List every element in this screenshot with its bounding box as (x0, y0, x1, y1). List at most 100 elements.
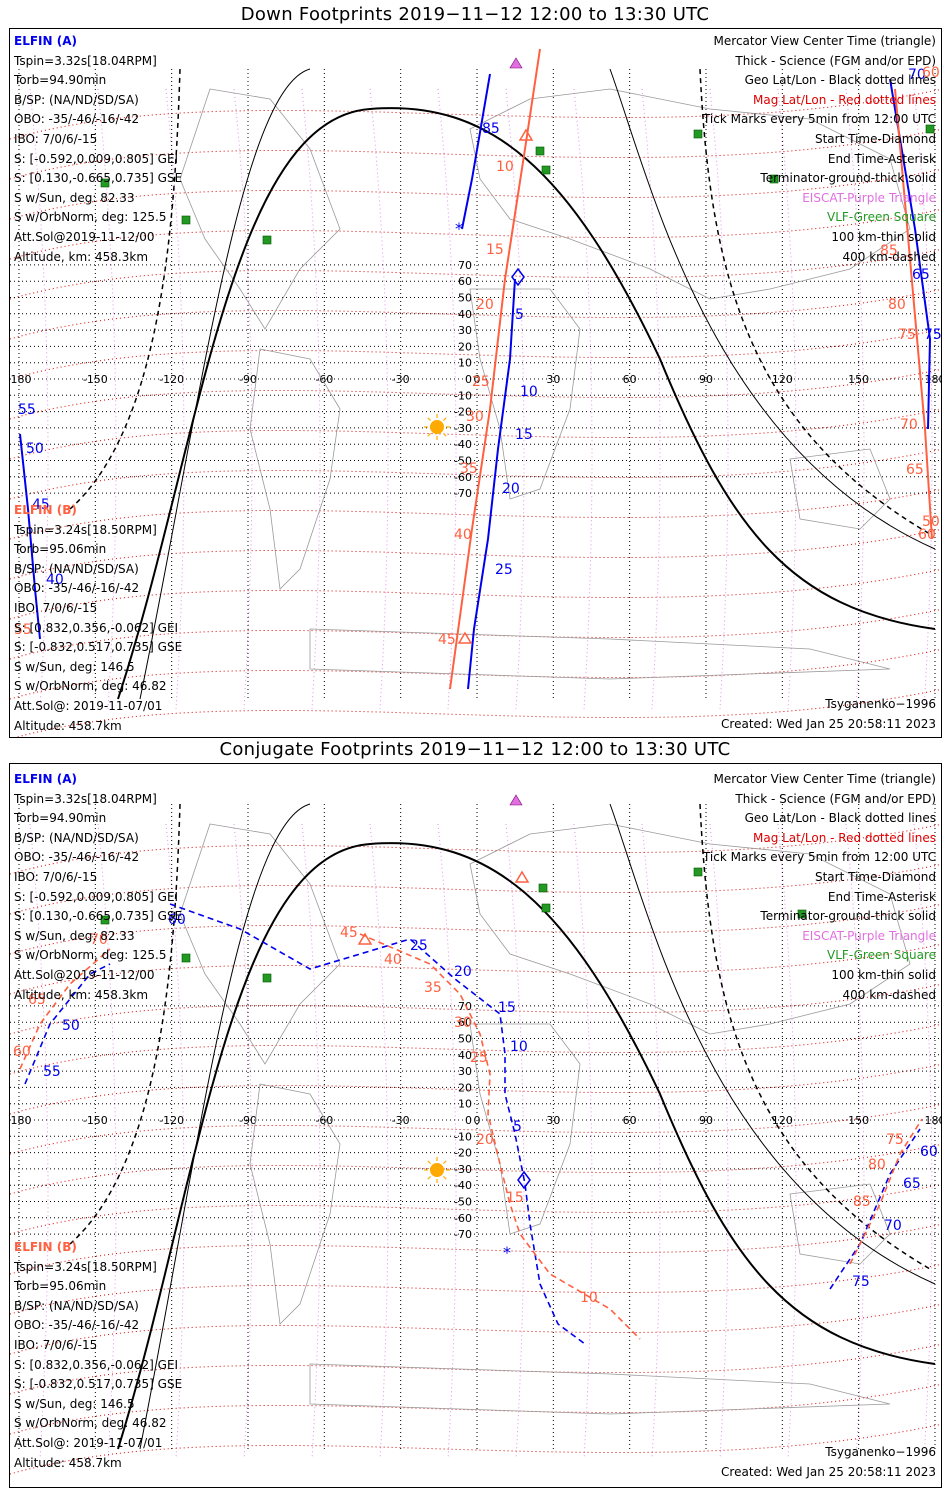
continent-outline (469, 1023, 581, 1235)
longitude-tick-label: 150 (848, 1114, 869, 1127)
latitude-tick-label: 50 (458, 292, 472, 305)
map-legend: Mercator View Center Time (triangle) Thi… (703, 770, 936, 1005)
latitude-tick-label: 0 (465, 1114, 472, 1127)
longitude-tick-label: 0 (474, 1114, 481, 1127)
latitude-tick-label: 10 (458, 1098, 472, 1111)
elfin-a-track-label: 25 (410, 938, 428, 954)
elfin-b-start-triangle-icon (457, 631, 473, 644)
mag-meridian (233, 823, 253, 1460)
info-line: B/SP: (NA/ND/SD/SA) (14, 561, 139, 576)
info-line: Att.Sol@: 2019-11-07/01 (14, 1435, 163, 1450)
info-line: Torb=94.90min (14, 73, 107, 88)
latitude-tick-label: -60 (454, 1212, 472, 1225)
info-line: S w/OrbNorm, deg: 125.5 (14, 210, 167, 225)
elfin-b-center-triangle-icon (518, 128, 534, 141)
elfin-b-track (19, 948, 111, 1070)
info-line: S: [-0.832,0.517,0.735] GSE (14, 1377, 183, 1392)
info-line: Torb=94.90min (14, 811, 107, 826)
elfin-b-track-label: 40 (384, 952, 402, 968)
info-line: Tspin=3.24s[18.50RPM] (14, 1259, 157, 1274)
legend-line: Start Time-Diamond (814, 131, 936, 146)
elfin-b-start-triangle-icon (357, 932, 373, 945)
elfin-b-track-label: 25 (470, 1050, 488, 1066)
info-line: S w/Sun, deg: 82.33 (14, 928, 135, 943)
longitude-tick-label: 120 (772, 1114, 793, 1127)
elfin-b-title: ELFIN (B) (14, 1240, 77, 1254)
elfin-b-track-label: 10 (496, 159, 514, 175)
info-line: S: [-0.592,0.009,0.805] GEI (14, 889, 179, 904)
info-line: S: [0.832,0.356,-0.062] GEI (14, 620, 179, 635)
info-line: S: [0.832,0.356,-0.062] GEI (14, 1357, 179, 1372)
elfin-a-track-label: 20 (454, 964, 472, 980)
elfin-a-track (889, 78, 932, 430)
longitude-tick-label: 150 (848, 373, 869, 386)
latitude-tick-label: -50 (454, 1196, 472, 1209)
elfin-a-track-label: 75 (852, 1274, 870, 1290)
elfin-a-track-label: 55 (43, 1064, 61, 1080)
info-line: B/SP: (NA/ND/SD/SA) (14, 1298, 139, 1313)
elfin-b-track-label: 15 (486, 242, 504, 258)
elfin-a-track-label: 55 (18, 402, 36, 418)
elfin-a-title: ELFIN (A) (14, 34, 77, 48)
latitude-tick-label: -70 (454, 487, 472, 500)
terminator-400km-line (699, 68, 931, 535)
info-line: S w/Sun, deg: 82.33 (14, 190, 135, 205)
legend-line: Mercator View Center Time (triangle) (713, 772, 936, 786)
info-line: S w/Sun, deg: 146.5 (14, 1396, 135, 1411)
info-line: OBO: -35/-46/-16/-42 (14, 850, 140, 865)
legend-line: End Time-Asterisk (827, 889, 936, 904)
longitude-tick-label: -90 (239, 373, 257, 386)
legend-line: Mag Lat/Lon - Red dotted lines (752, 830, 936, 845)
info-line: S w/OrbNorm, deg: 46.82 (14, 1416, 167, 1431)
info-line: IBO: 7/0/6/-15 (14, 600, 98, 615)
elfin-a-track-label: 25 (495, 562, 513, 578)
latitude-tick-label: 70 (458, 1000, 472, 1013)
vlf-square-icon (535, 146, 545, 156)
latitude-tick-label: -10 (454, 1130, 472, 1143)
vlf-square-icon (693, 129, 703, 139)
vlf-square-icon (262, 973, 272, 983)
longitude-tick-label: 60 (623, 373, 637, 386)
longitude-tick-label: -180 (10, 1114, 31, 1127)
vlf-square-icon (693, 867, 703, 877)
elfin-b-track-label: 20 (476, 297, 494, 313)
eiscat-triangle-icon (509, 794, 523, 806)
elfin-a-track-label: 20 (502, 481, 520, 497)
info-line: Altitude, km: 458.3km (14, 249, 149, 264)
elfin-a-track-label: 50 (62, 1018, 80, 1034)
longitude-tick-label: 30 (546, 1114, 560, 1127)
elfin-b-track (849, 1118, 923, 1265)
longitude-tick-label: -120 (159, 373, 184, 386)
map-canvas-down: 706050403020100-10-20-30-40-50-60-70-180… (10, 48, 941, 737)
elfin-b-info: ELFIN (B) Tspin=3.24s[18.50RPM] Torb=95.… (14, 1238, 182, 1473)
legend-line: 400 km-dashed (842, 249, 936, 264)
info-line: OBO: -35/-46/-16/-42 (14, 112, 140, 127)
map-panel-down: 706050403020100-10-20-30-40-50-60-70-180… (9, 28, 942, 738)
latitude-tick-label: -40 (454, 1179, 472, 1192)
end-asterisk-icon: * (455, 219, 463, 238)
info-line: S w/OrbNorm, deg: 125.5 (14, 948, 167, 963)
elfin-a-track-label: 50 (26, 441, 44, 457)
map-canvas-conjugate: 706050403020100-10-20-30-40-50-60-70-180… (10, 794, 941, 1475)
mag-meridian (369, 88, 389, 710)
elfin-b-title: ELFIN (B) (14, 503, 77, 517)
longitude-tick-label: -120 (159, 1114, 184, 1127)
elfin-a-track-label: 60 (920, 1144, 938, 1160)
terminator-100km-line (139, 803, 311, 1450)
legend-line: EISCAT-Purple Triangle (802, 928, 936, 943)
mag-latitude-line (10, 328, 941, 380)
vlf-square-icon (925, 124, 935, 134)
legend-line: Tick Marks every 5min from 12:00 UTC (702, 112, 936, 127)
terminator-line (117, 107, 936, 700)
legend-line: Tick Marks every 5min from 12:00 UTC (702, 850, 936, 865)
elfin-b-info: ELFIN (B) Tspin=3.24s[18.50RPM] Torb=95.… (14, 501, 182, 736)
vlf-square-icon (100, 915, 110, 925)
elfin-b-track-label: 35 (460, 461, 478, 477)
longitude-tick-label: -30 (392, 373, 410, 386)
latitude-tick-label: 20 (458, 340, 472, 353)
latitude-tick-label: -50 (454, 455, 472, 468)
elfin-b-track-label: 60 (922, 65, 940, 81)
latitude-tick-label: 70 (458, 259, 472, 272)
elfin-b-track-label: 65 (28, 992, 46, 1008)
elfin-a-track-label: 45 (32, 497, 50, 513)
